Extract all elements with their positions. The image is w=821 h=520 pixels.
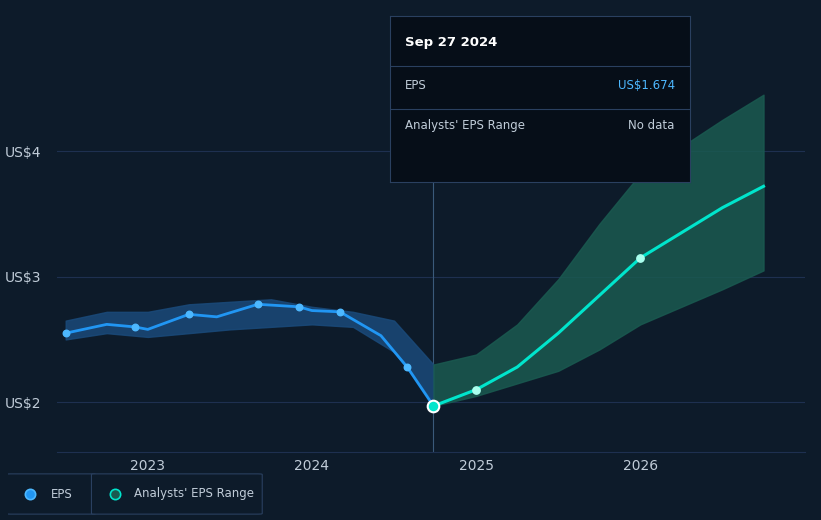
Point <box>59 329 72 337</box>
Text: Sep 27 2024: Sep 27 2024 <box>405 35 498 48</box>
Point <box>634 254 647 262</box>
FancyBboxPatch shape <box>91 474 262 514</box>
Point <box>108 490 122 498</box>
Text: Actual: Actual <box>391 98 430 111</box>
Point <box>292 303 305 311</box>
Text: US$1.674: US$1.674 <box>617 79 675 92</box>
Point <box>427 402 440 410</box>
Point <box>182 310 195 318</box>
Text: Analysts' EPS Range: Analysts' EPS Range <box>134 488 255 500</box>
FancyBboxPatch shape <box>6 474 96 514</box>
Text: Analysts' EPS Range: Analysts' EPS Range <box>405 119 525 132</box>
Point <box>23 490 36 498</box>
Text: EPS: EPS <box>51 488 72 500</box>
Text: EPS: EPS <box>405 79 427 92</box>
Point <box>128 323 141 331</box>
Point <box>333 308 346 316</box>
Point <box>401 363 414 371</box>
Point <box>470 385 483 394</box>
Text: No data: No data <box>628 119 675 132</box>
Text: Analysts Forecasts: Analysts Forecasts <box>437 98 553 111</box>
Point <box>251 300 264 308</box>
